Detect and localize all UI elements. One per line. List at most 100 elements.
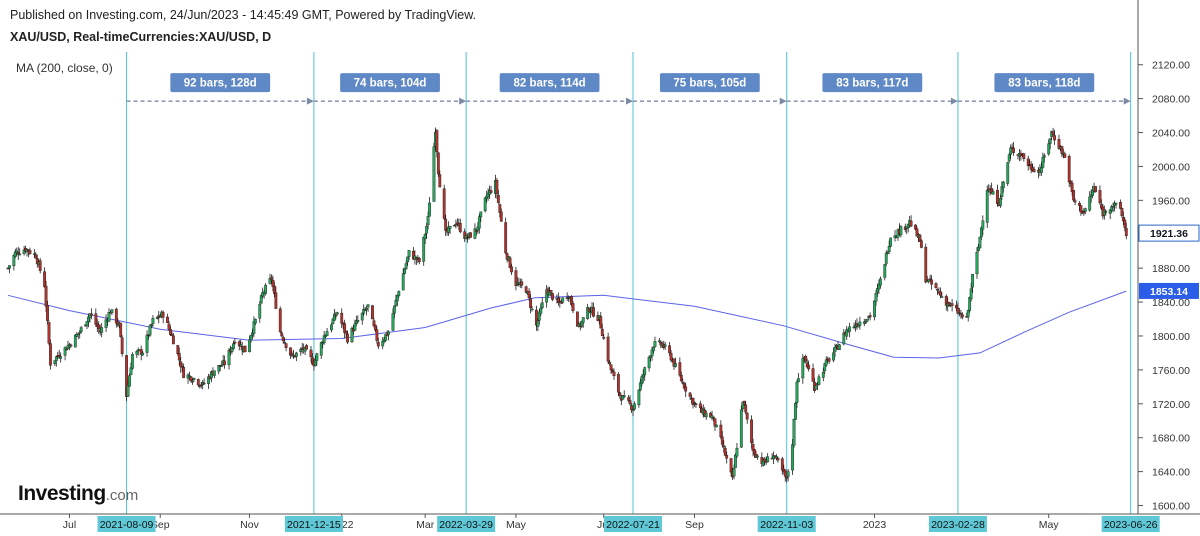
candle [356, 315, 360, 324]
marker-date-tag [284, 516, 343, 532]
candle [28, 247, 32, 255]
candle [448, 225, 452, 235]
candle [1088, 191, 1092, 212]
candle [207, 373, 210, 389]
candle [1120, 207, 1124, 218]
candle [524, 285, 528, 293]
vertical-marker-lines [126, 52, 1132, 514]
candle [469, 232, 472, 238]
candle [865, 318, 869, 322]
candle [404, 260, 408, 270]
candle [530, 306, 534, 312]
candle [1113, 200, 1116, 212]
candle [729, 457, 733, 477]
candle [264, 283, 268, 296]
candle [148, 323, 152, 338]
candle [745, 412, 749, 424]
candle [387, 330, 390, 341]
y-tick-label: 1720.00 [1152, 399, 1190, 411]
candle [924, 243, 928, 284]
candle [549, 290, 553, 297]
y-tick-label: 2000.00 [1152, 161, 1190, 173]
y-tick-label: 1760.00 [1152, 365, 1190, 377]
candle [586, 303, 590, 320]
candle [715, 424, 718, 428]
x-tick-label: May [1039, 519, 1060, 531]
candle [960, 312, 964, 320]
candle [1073, 198, 1077, 205]
candle [376, 337, 380, 350]
candle [1001, 180, 1005, 193]
candle [969, 283, 973, 302]
candle [1124, 222, 1128, 240]
candle [735, 442, 739, 459]
candle [529, 294, 532, 314]
candle [688, 391, 692, 401]
candle [125, 354, 128, 402]
candle [319, 341, 323, 359]
candle [1070, 180, 1074, 196]
candle [693, 401, 696, 407]
marker-date-label: 2022-07-21 [606, 519, 660, 531]
candle [575, 311, 579, 327]
candle [712, 416, 715, 422]
candle [978, 236, 982, 249]
candle [202, 378, 206, 386]
y-tick-label: 1680.00 [1152, 433, 1190, 445]
candle [393, 305, 396, 319]
candle [1048, 138, 1052, 150]
candle [114, 307, 118, 328]
range-label: 82 bars, 114d [513, 78, 585, 90]
candle [280, 331, 284, 337]
candle [783, 469, 787, 482]
candle [668, 342, 672, 356]
candle [283, 338, 287, 344]
ma-indicator-label[interactable]: MA (200, close, 0) [16, 61, 113, 75]
marker-date-label: 2021-08-09 [100, 519, 154, 531]
candle [479, 211, 483, 223]
candle [999, 194, 1002, 208]
candle [496, 189, 500, 205]
candle [719, 420, 723, 440]
candle [868, 312, 872, 321]
candle [823, 362, 827, 374]
y-tick-label: 1840.00 [1152, 297, 1190, 309]
candle [751, 438, 755, 457]
candle [294, 351, 298, 362]
candle [599, 311, 603, 329]
candle [704, 410, 708, 420]
candle [233, 338, 237, 345]
candle [463, 228, 467, 243]
range-measure: 74 bars, 104d [313, 73, 467, 105]
candle [100, 323, 104, 338]
candle [38, 258, 42, 274]
candle [684, 382, 688, 398]
candle [883, 263, 887, 281]
candle [43, 267, 46, 288]
candle [556, 292, 560, 306]
investing-logo: Investing.com [18, 482, 138, 506]
candle [435, 129, 439, 158]
candle [196, 378, 200, 387]
candle [950, 298, 954, 312]
candle [824, 356, 828, 367]
range-label-box [170, 73, 271, 93]
candle [855, 318, 859, 330]
logo-text: Investing [18, 482, 106, 505]
y-tick-label: 1600.00 [1152, 501, 1190, 513]
candle [428, 197, 431, 217]
candle [278, 306, 282, 333]
candle [259, 294, 263, 305]
candle [322, 331, 326, 345]
range-label-box [994, 73, 1095, 93]
candle [223, 355, 227, 369]
candle [1009, 144, 1013, 160]
candle [366, 304, 370, 312]
candle [1041, 152, 1045, 169]
candle [107, 308, 111, 323]
candle [1053, 129, 1056, 145]
range-label-box [659, 73, 760, 93]
candle [458, 218, 462, 234]
